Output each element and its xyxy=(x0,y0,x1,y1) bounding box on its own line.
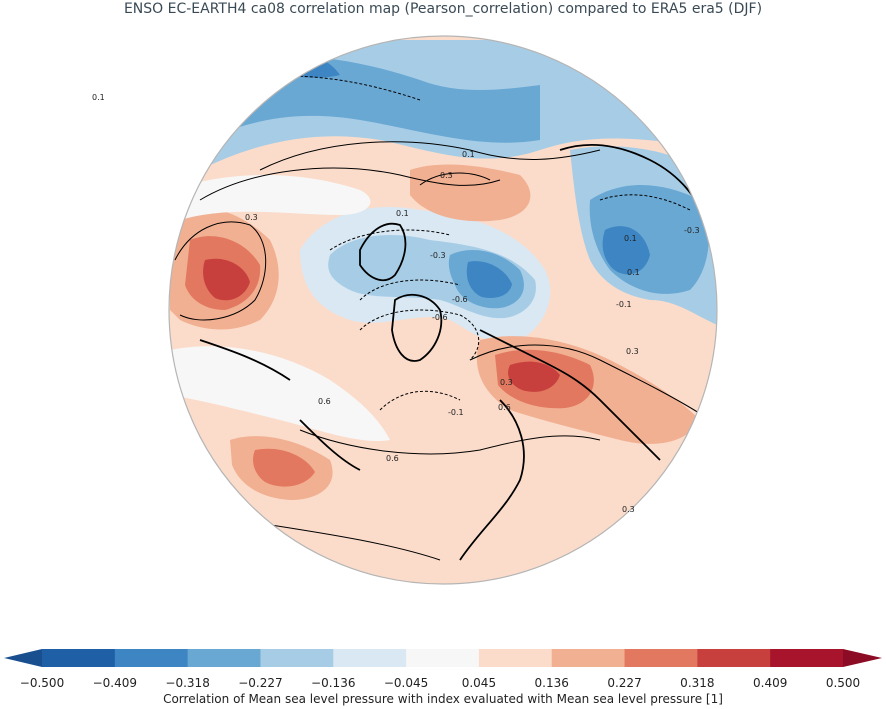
colorbar-segment xyxy=(551,649,626,667)
colorbar-segment xyxy=(114,649,189,667)
contour-label: 0.1 xyxy=(396,209,409,218)
colorbar-tick-label: −0.500 xyxy=(19,676,65,690)
colorbar-segment xyxy=(624,649,698,667)
colorbar-segment xyxy=(770,649,844,667)
colorbar-tick-label: −0.318 xyxy=(165,676,210,690)
contour-label: -0.1 xyxy=(448,408,464,417)
colorbar-extend-high xyxy=(843,649,882,667)
contour-label: 0.3 xyxy=(622,505,635,514)
colorbar-tick-label: −0.227 xyxy=(238,676,283,690)
contour-label: 0.3 xyxy=(500,378,513,387)
colorbar-label: Correlation of Mean sea level pressure w… xyxy=(163,692,723,706)
colorbar-tick-label: 0.045 xyxy=(461,676,497,690)
colorbar-tick-label: −0.409 xyxy=(92,676,138,690)
contour-label: 0.1 xyxy=(624,234,637,243)
colorbar-tick-label: 0.409 xyxy=(752,676,788,690)
contour-label: 0.3 xyxy=(440,171,453,180)
contour-label: -0.3 xyxy=(430,251,446,260)
contour-label: 0.6 xyxy=(498,403,511,412)
colorbar-tick-label: 0.136 xyxy=(534,676,569,690)
map-disc xyxy=(169,36,717,584)
colorbar-tick-label: −0.136 xyxy=(311,676,356,690)
colorbar-segment xyxy=(406,649,480,667)
contour-label: -0.6 xyxy=(452,295,468,304)
colorbar-extend-low xyxy=(4,649,42,667)
colorbar-tick-label: 0.500 xyxy=(825,676,861,690)
contour-label: -0.6 xyxy=(432,313,448,322)
contour-label: -0.3 xyxy=(684,226,700,235)
contour-label: 0.1 xyxy=(462,150,475,159)
contour-label: 0.1 xyxy=(627,268,640,277)
colorbar-segment xyxy=(697,649,771,667)
map-title: ENSO EC-EARTH4 ca08 correlation map (Pea… xyxy=(123,1,763,17)
colorbar-tick-label: −0.045 xyxy=(383,676,429,690)
colorbar-ticks: −0.500 −0.409 −0.318 −0.227 −0.136 −0.045 0.04… xyxy=(0,676,886,692)
polar-correlation-map: 0.1 0.1 0.1 0.3 0.3 -0.3 -0.6 -0.6 0.3 -0.1 0.6 0.6… xyxy=(92,35,718,585)
colorbar-segment xyxy=(187,649,261,667)
contour-label: 0.3 xyxy=(245,213,258,222)
contour-label: 0.6 xyxy=(386,454,399,463)
contour-label: 0.6 xyxy=(318,397,331,406)
contour-labels: 0.1 0.1 0.1 0.3 0.3 -0.3 -0.6 -0.6 0.3 -0.1 0.6 0.6… xyxy=(92,93,700,514)
colorbar-segment xyxy=(42,649,116,667)
colorbar xyxy=(4,649,882,667)
colorbar-segment xyxy=(333,649,407,667)
map-boundary xyxy=(168,35,718,585)
colorbar-tick-label: 0.318 xyxy=(680,676,715,690)
colorbar-tick-label: 0.227 xyxy=(607,676,642,690)
colorbar-segment xyxy=(260,649,334,667)
contour-label: 0.3 xyxy=(626,347,639,356)
contour-label: 0.1 xyxy=(92,93,105,102)
contour-label: -0.1 xyxy=(616,300,632,309)
colorbar-segment xyxy=(478,649,553,667)
